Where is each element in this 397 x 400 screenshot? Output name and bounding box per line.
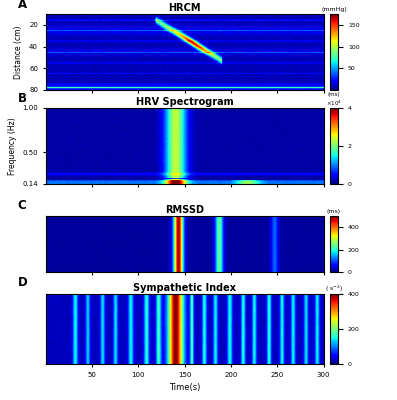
Title: (mmHg): (mmHg) (321, 7, 347, 12)
X-axis label: Time(s): Time(s) (169, 383, 200, 392)
Title: HRCM: HRCM (168, 3, 201, 13)
Title: ( s$^{-2}$): ( s$^{-2}$) (325, 284, 343, 294)
Y-axis label: Frequency (Hz): Frequency (Hz) (8, 117, 17, 175)
Y-axis label: Distance (cm): Distance (cm) (14, 25, 23, 79)
Text: A: A (18, 0, 27, 11)
Title: HRV Spectrogram: HRV Spectrogram (136, 97, 233, 107)
Title: (ms): (ms) (327, 209, 341, 214)
Text: C: C (18, 199, 27, 212)
Text: B: B (18, 92, 27, 105)
Title: RMSSD: RMSSD (165, 205, 204, 215)
Text: D: D (18, 276, 28, 289)
Title: Sympathetic Index: Sympathetic Index (133, 283, 236, 293)
Title: (ms)
$\times10^4$: (ms) $\times10^4$ (326, 92, 342, 108)
